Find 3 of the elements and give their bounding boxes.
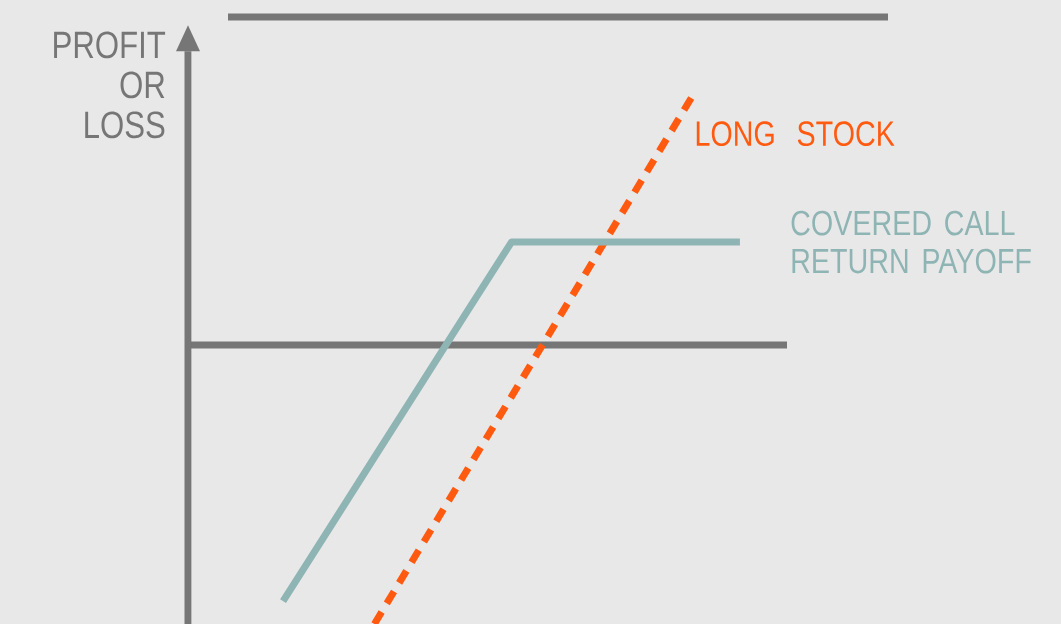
series-label: LONG STOCK xyxy=(696,121,895,147)
series-label: COVERED CALL RETURN PAYOFF xyxy=(791,210,1031,274)
y-axis-title: PROFIT OR LOSS xyxy=(54,31,166,139)
